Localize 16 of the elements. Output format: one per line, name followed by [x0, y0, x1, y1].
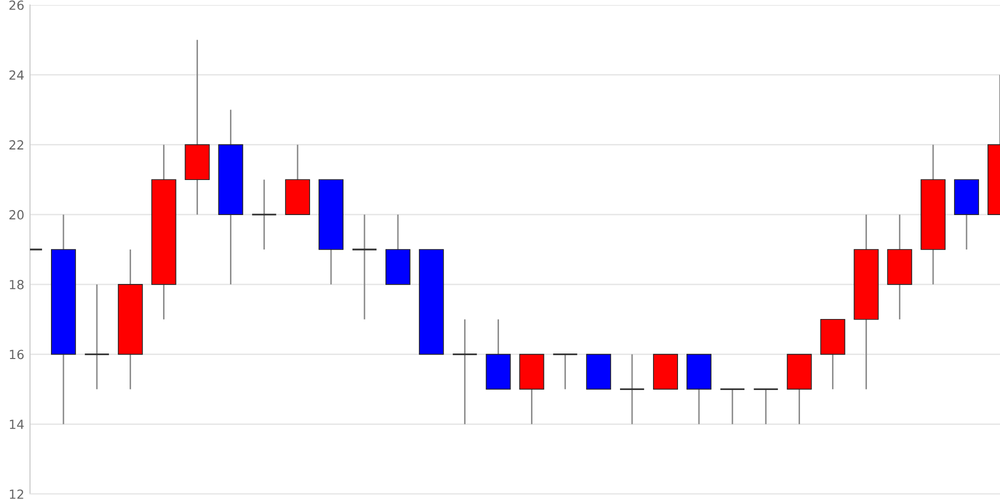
y-tick-label: 24 [9, 70, 24, 80]
y-tick-label: 12 [10, 489, 24, 499]
candlestick [752, 388, 779, 425]
y-tick-label: 18 [10, 280, 24, 290]
y-tick-label: 20 [9, 210, 24, 220]
y-tick-label: 26 [9, 0, 24, 10]
candlestick [552, 353, 578, 390]
candlestick [619, 354, 645, 425]
candlestick [452, 318, 478, 425]
candlestick [251, 178, 278, 250]
candlestick [84, 284, 110, 390]
candlestick [352, 214, 378, 320]
y-tick-label: 22 [9, 140, 24, 150]
y-tick-label: 16 [10, 350, 24, 360]
candlestick [720, 388, 746, 425]
y-tick-label: 14 [10, 420, 24, 429]
